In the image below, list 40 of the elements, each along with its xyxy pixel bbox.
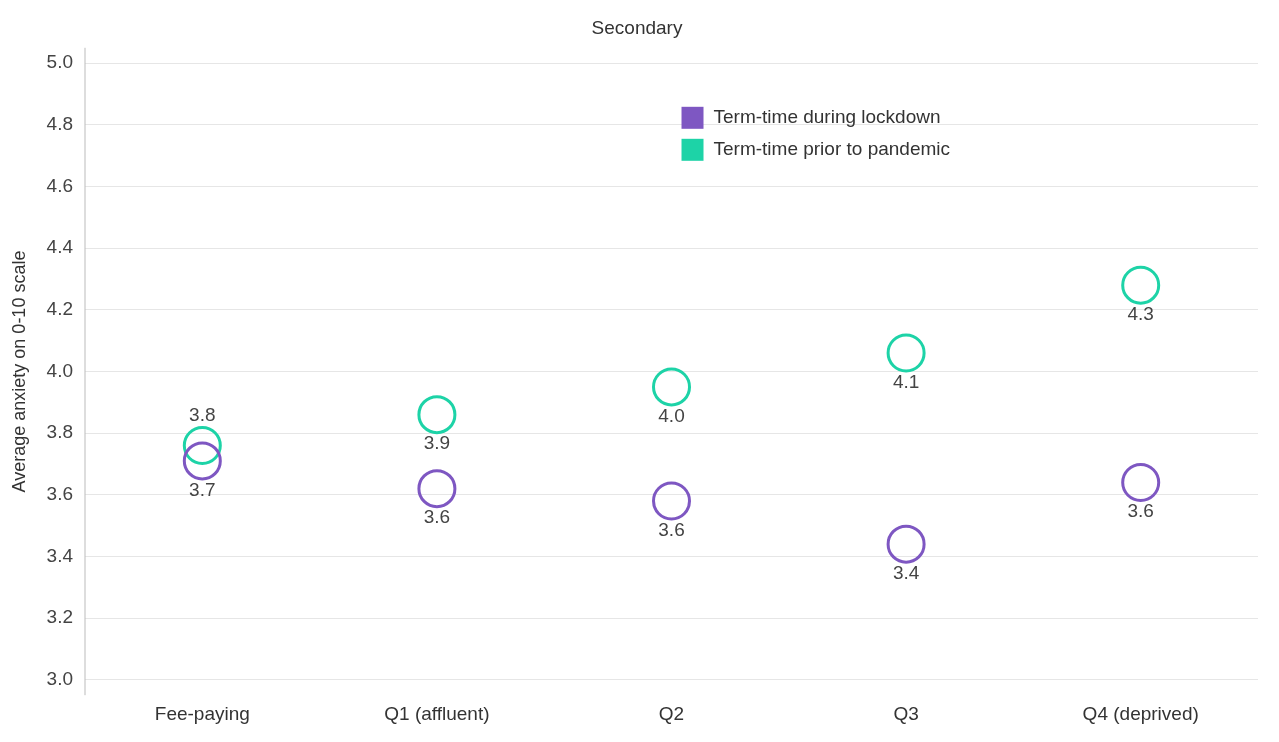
data-label: 3.4 <box>892 561 920 583</box>
data-label: 3.6 <box>658 518 685 540</box>
data-label: 4.0 <box>658 404 685 426</box>
point <box>182 441 222 481</box>
point <box>652 367 692 407</box>
y-tick-label: 3.4 <box>46 544 74 566</box>
legend-label: Term-time during lockdown <box>713 106 941 128</box>
point <box>1121 462 1161 502</box>
point <box>417 395 457 435</box>
x-tick-label: Q3 <box>893 702 919 724</box>
y-tick-label: 3.2 <box>46 606 74 628</box>
x-tick-label: Q4 (deprived) <box>1082 702 1199 724</box>
data-label: 3.7 <box>189 478 216 500</box>
y-tick-label: 4.2 <box>46 298 74 320</box>
x-tick-label: Q1 (affluent) <box>384 702 490 724</box>
data-label: 3.9 <box>423 432 451 454</box>
y-tick-label: 4.8 <box>46 113 74 135</box>
point <box>1121 265 1161 305</box>
x-tick-label: Fee-paying <box>154 702 250 724</box>
y-tick-label: 3.6 <box>46 483 74 505</box>
y-tick-label: 3.8 <box>46 421 74 443</box>
y-axis-title: Average anxiety on 0-10 scale <box>8 250 29 493</box>
data-label: 4.3 <box>1127 302 1154 324</box>
data-label: 3.6 <box>1127 500 1154 522</box>
data-label: 3.8 <box>189 404 216 426</box>
point <box>182 425 222 465</box>
y-tick-label: 5.0 <box>46 51 74 73</box>
point <box>886 333 926 373</box>
y-tick-label: 4.0 <box>46 359 74 381</box>
chart-title: Secondary <box>591 16 683 38</box>
data-label: 4.1 <box>892 370 920 392</box>
y-tick-label: 3.0 <box>46 668 74 690</box>
legend-label: Term-time prior to pandemic <box>713 138 951 160</box>
y-tick-label: 4.6 <box>46 174 74 196</box>
point <box>652 481 692 521</box>
point <box>886 524 926 564</box>
point <box>417 469 457 509</box>
data-label: 3.6 <box>423 506 451 528</box>
x-tick-label: Q2 <box>658 702 685 724</box>
y-tick-label: 4.4 <box>46 236 74 258</box>
